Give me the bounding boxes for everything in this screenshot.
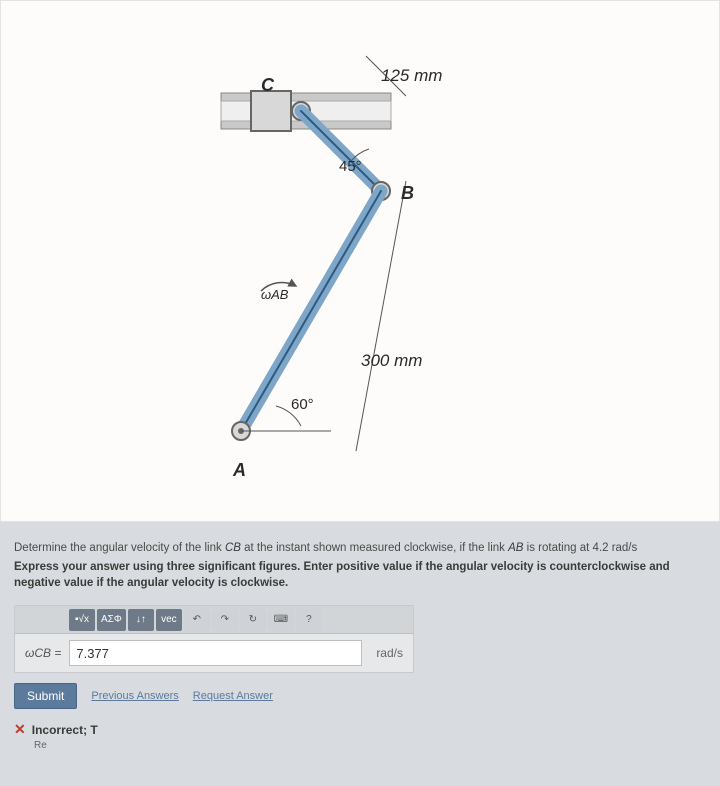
button-row: Submit Previous Answers Request Answer [14, 683, 706, 709]
q-unit: rad/s [612, 542, 638, 554]
submit-button[interactable]: Submit [14, 683, 77, 709]
feedback-text: Incorrect; T [32, 723, 98, 737]
request-answer-link[interactable]: Request Answer [193, 690, 273, 702]
tb-help-icon[interactable]: ? [296, 609, 322, 631]
answer-input[interactable] [69, 640, 362, 666]
tb-fmt-icon[interactable]: ▪√x [69, 609, 95, 631]
tb-symbols-icon[interactable]: ΑΣΦ [97, 609, 126, 631]
slider-block [251, 91, 291, 131]
q-cb: CB [225, 542, 241, 554]
question-line2: Express your answer using three signific… [14, 560, 706, 591]
tb-keyboard-icon[interactable]: ⌨ [268, 609, 294, 631]
figure-area: 125 mm 45° 300 mm 60° ωAB C [0, 0, 720, 522]
question-area: Determine the angular velocity of the li… [0, 522, 720, 751]
label-c: C [261, 75, 275, 95]
q-text-c: is rotating at 4.2 [523, 542, 611, 554]
angle-60: 60° [291, 396, 314, 413]
q-ab: AB [508, 542, 523, 554]
q-text-b: at the instant shown measured clockwise,… [241, 542, 508, 554]
answer-toolbar: ▪√x ΑΣΦ ↓↑ vec ↶ ↷ ↻ ⌨ ? [15, 606, 413, 634]
label-a: A [232, 460, 246, 480]
var-label: ωCB = [25, 646, 61, 660]
incorrect-icon: ✕ [14, 721, 26, 738]
mechanism-diagram: 125 mm 45° 300 mm 60° ωAB C [201, 31, 521, 501]
feedback-row: ✕ Incorrect; T [14, 721, 706, 738]
angle-45: 45° [339, 158, 362, 175]
dim-125: 125 mm [381, 66, 442, 85]
link-ab-outline [241, 191, 381, 431]
omega-label: ωAB [261, 287, 289, 302]
feedback-sub: Re [34, 740, 706, 751]
q-text-a: Determine the angular velocity of the li… [14, 542, 225, 554]
input-row: ωCB = rad/s [15, 634, 413, 672]
tb-vec-icon[interactable]: vec [156, 609, 182, 631]
previous-answers-link[interactable]: Previous Answers [91, 690, 178, 702]
tb-reset-icon[interactable]: ↻ [240, 609, 266, 631]
label-b: B [401, 183, 414, 203]
question-line1: Determine the angular velocity of the li… [14, 540, 706, 556]
dim-300: 300 mm [361, 351, 422, 370]
unit-label: rad/s [376, 646, 403, 660]
answer-box: ▪√x ΑΣΦ ↓↑ vec ↶ ↷ ↻ ⌨ ? ωCB = rad/s [14, 605, 414, 673]
tb-undo-icon[interactable]: ↶ [184, 609, 210, 631]
tb-arrows-icon[interactable]: ↓↑ [128, 609, 154, 631]
tb-redo-icon[interactable]: ↷ [212, 609, 238, 631]
